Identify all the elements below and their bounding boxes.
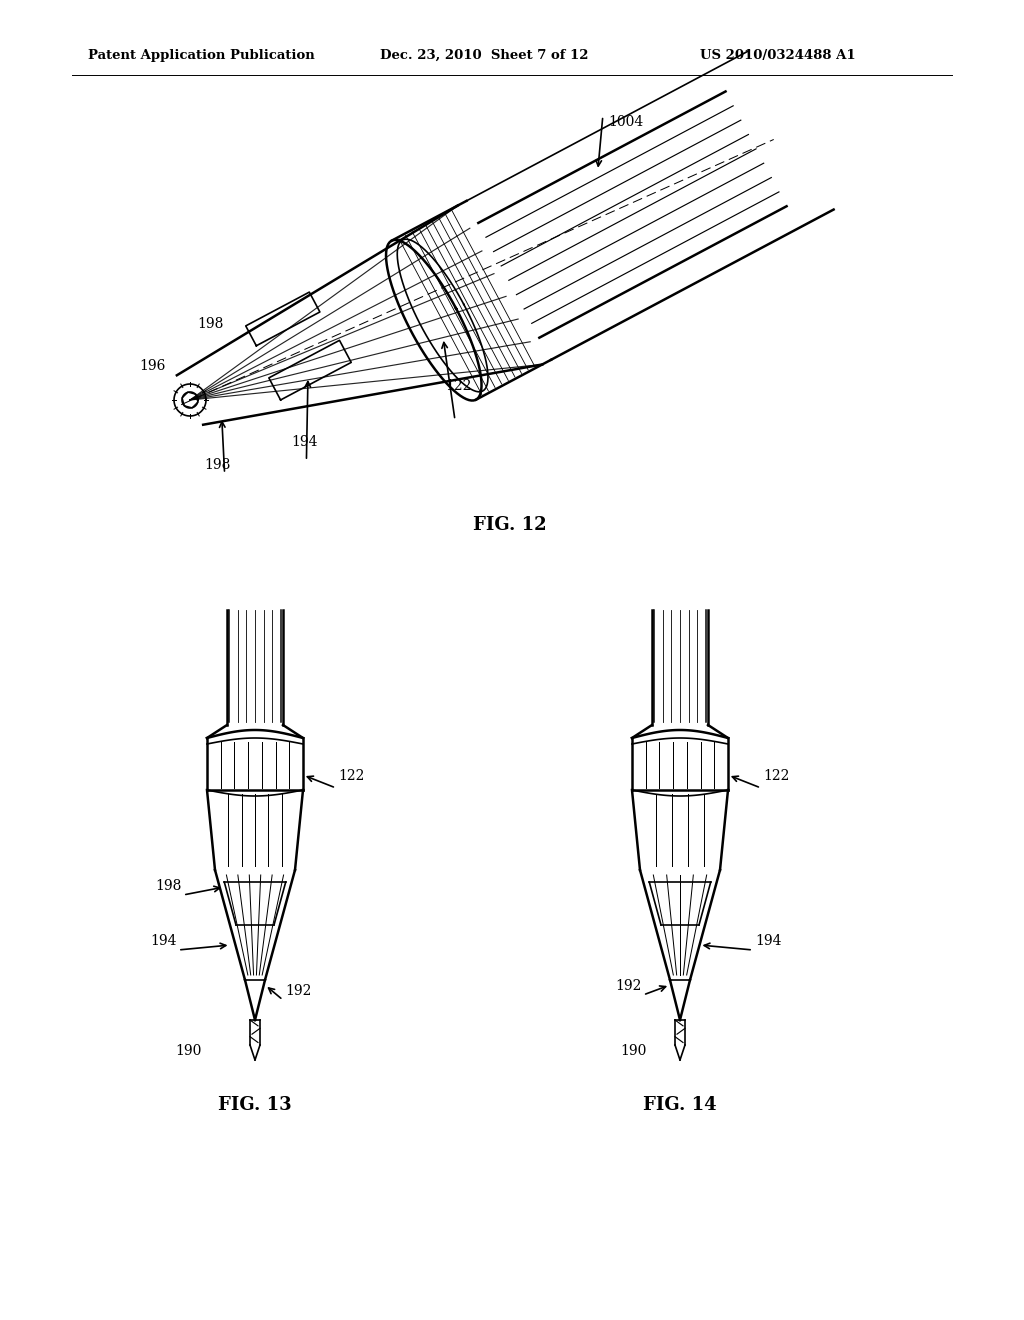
Text: Patent Application Publication: Patent Application Publication <box>88 49 314 62</box>
Text: 1004: 1004 <box>608 115 643 129</box>
Text: 122: 122 <box>338 770 365 783</box>
Text: US 2010/0324488 A1: US 2010/0324488 A1 <box>700 49 856 62</box>
Text: 196: 196 <box>139 359 165 374</box>
Text: 198: 198 <box>155 879 181 894</box>
Text: 198: 198 <box>198 317 223 331</box>
Text: FIG. 14: FIG. 14 <box>643 1096 717 1114</box>
Text: FIG. 12: FIG. 12 <box>473 516 547 535</box>
Text: 122: 122 <box>445 379 471 393</box>
Text: 194: 194 <box>292 436 317 449</box>
Text: 192: 192 <box>615 979 641 993</box>
Text: 192: 192 <box>285 983 311 998</box>
Text: 122: 122 <box>763 770 790 783</box>
Text: 194: 194 <box>755 935 781 948</box>
Text: 190: 190 <box>620 1044 646 1059</box>
Text: 190: 190 <box>175 1044 202 1059</box>
Text: 198: 198 <box>205 458 231 471</box>
Text: 194: 194 <box>150 935 176 948</box>
Text: Dec. 23, 2010  Sheet 7 of 12: Dec. 23, 2010 Sheet 7 of 12 <box>380 49 589 62</box>
Text: FIG. 13: FIG. 13 <box>218 1096 292 1114</box>
